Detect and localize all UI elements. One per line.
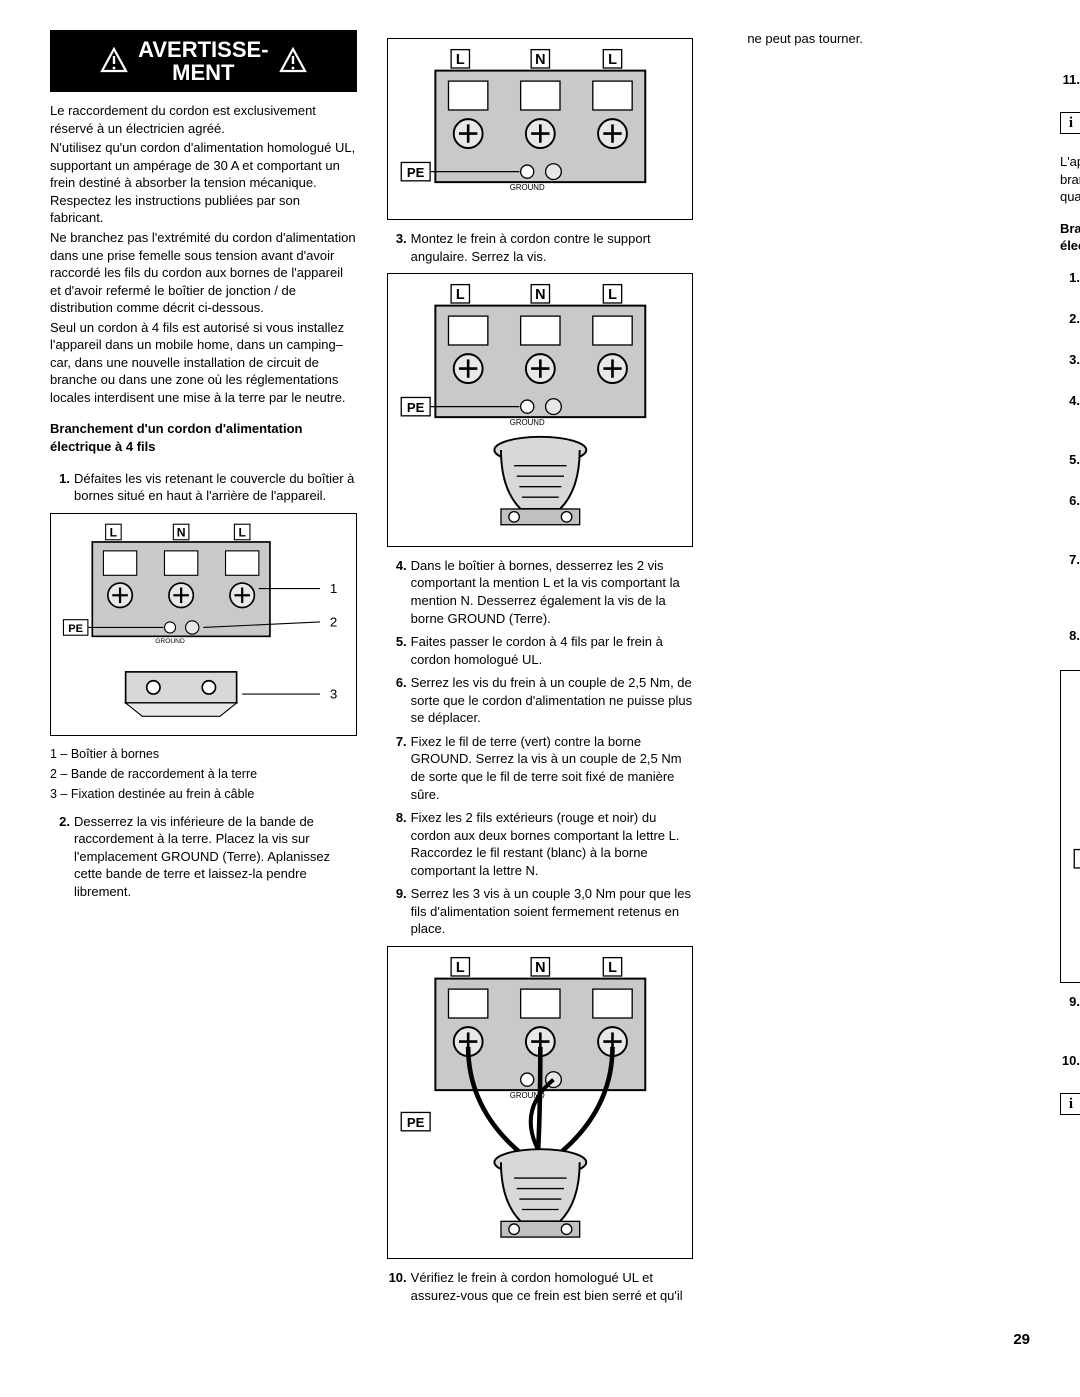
info-note-4wire: i Assurez-vous que le frein à câble U.L.… bbox=[1060, 112, 1080, 147]
warning-paragraph: Seul un cordon à 4 fils est autorisé si … bbox=[50, 319, 357, 407]
step-text: Défaites les vis retenant le couvercle d… bbox=[74, 470, 357, 505]
steps-3wire: 1.Défaites les vis retenant le couvercle… bbox=[1060, 269, 1080, 662]
info-note-3wire: i Assurez-vous que le frein à câble U.L.… bbox=[1060, 1093, 1080, 1128]
section-heading-4wire: Branchement d'un cordon d'alimentation é… bbox=[50, 420, 357, 455]
step-text: Montez le frein à cordon contre le suppo… bbox=[411, 230, 694, 265]
step-text: Fixez les 2 fils extérieurs (rouge et no… bbox=[411, 809, 694, 879]
callout-1: 1 bbox=[330, 581, 337, 596]
warning-icon bbox=[279, 47, 307, 75]
warning-paragraph: Ne branchez pas l'extrémité du cordon d'… bbox=[50, 229, 357, 317]
step-text: Fixez le fil de terre (vert) contre la b… bbox=[411, 733, 694, 803]
warning-title: AVERTISSE- MENT bbox=[138, 38, 268, 84]
page-number: 29 bbox=[50, 1330, 1030, 1350]
diagram-terminal-wired-4 bbox=[387, 946, 694, 1259]
section-heading-3wire: Branchement d'un cordon d'alimentation é… bbox=[1060, 220, 1080, 255]
steps-4wire: 10.que ce frein est bien serré et qu'il … bbox=[1060, 30, 1080, 106]
steps-4wire: 1.Défaites les vis retenant le couvercle… bbox=[50, 470, 357, 505]
info-icon: i bbox=[1060, 1093, 1080, 1115]
diagram-terminal-top bbox=[387, 38, 694, 220]
info-icon: i bbox=[1060, 112, 1080, 134]
steps-4wire: 2.Desserrez la vis inférieure de la band… bbox=[50, 813, 357, 901]
diagram-terminal-wired-3 bbox=[1060, 670, 1080, 983]
step-text: Dans le boîtier à bornes, desserrez les … bbox=[411, 557, 694, 627]
callout-2: 2 bbox=[330, 614, 337, 629]
diagram-legend: 1 – Boîtier à bornes 2 – Bande de raccor… bbox=[50, 746, 357, 803]
callout-3: 3 bbox=[330, 686, 337, 701]
steps-4wire: 3.Montez le frein à cordon contre le sup… bbox=[387, 230, 694, 265]
warning-icon bbox=[100, 47, 128, 75]
diagram-terminal-strain bbox=[387, 273, 694, 547]
steps-4wire: 4.Dans le boîtier à bornes, desserrez le… bbox=[387, 557, 694, 938]
warning-banner: AVERTISSE- MENT bbox=[50, 30, 357, 92]
diagram-terminal-legend: 1 2 3 bbox=[50, 513, 357, 736]
step-text: Serrez les 3 vis à un couple 3,0 Nm pour… bbox=[411, 885, 694, 938]
steps-3wire: 9.Vérifiez le frein à cordon homologué U… bbox=[1060, 993, 1080, 1087]
step-text: Serrez les vis du frein à un couple de 2… bbox=[411, 674, 694, 727]
step-text: Faites passer le cordon à 4 fils par le … bbox=[411, 633, 694, 668]
warning-paragraph: N'utilisez qu'un cordon d'alimentation h… bbox=[50, 139, 357, 227]
step-text: Desserrez la vis inférieure de la bande … bbox=[74, 813, 357, 901]
closing-paragraph: L'appareil est maintenant prêt à ce que … bbox=[1060, 153, 1080, 206]
warning-paragraph: Le raccordement du cordon est exclusivem… bbox=[50, 102, 357, 137]
